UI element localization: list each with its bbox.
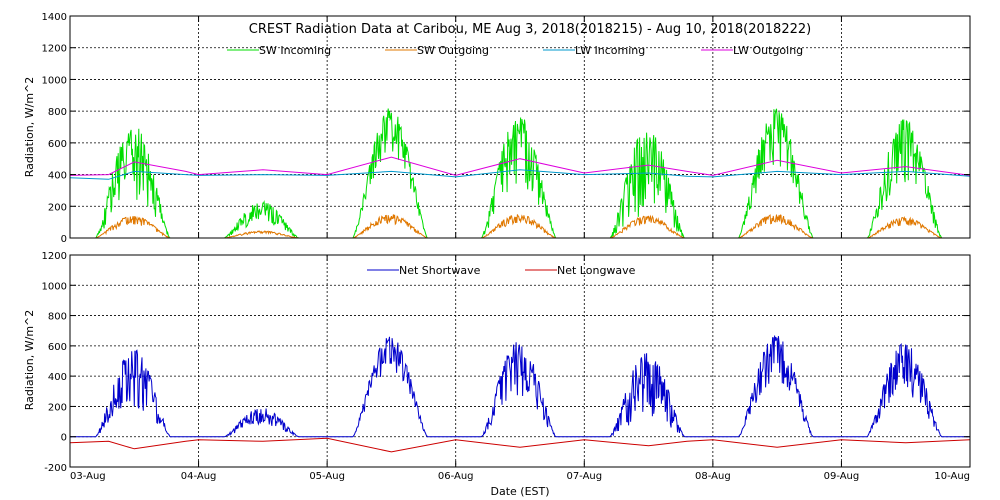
legend-label-lw-incoming: LW Incoming	[575, 44, 645, 57]
bottom-y-tick-label: 1200	[42, 251, 67, 262]
series-sw-outgoing-line	[70, 214, 970, 239]
bottom-y-ticks: -200 0 200 400 600 800 1000 1200	[42, 251, 970, 474]
series-lw-outgoing-line	[69, 156, 971, 176]
bottom-series	[69, 335, 971, 453]
x-tick-label: 05-Aug	[309, 471, 345, 482]
x-tick-label: 04-Aug	[181, 471, 217, 482]
bottom-x-ticks: 03-Aug 04-Aug 05-Aug 06-Aug 07-Aug 08-Aug 09-A…	[69, 255, 971, 482]
bottom-y-tick-label: 400	[48, 372, 67, 383]
x-tick-label: 06-Aug	[438, 471, 474, 482]
bottom-y-tick-label: -200	[44, 463, 67, 474]
bottom-y-tick-label: 600	[48, 342, 67, 353]
top-y-tick-label: 800	[48, 107, 67, 118]
bottom-y-axis-title: Radiation, W/m^2	[23, 310, 36, 411]
top-grid	[70, 16, 970, 238]
top-legend: SW Incoming SW Outgoing LW Incoming LW Outg…	[227, 44, 803, 57]
top-plot-frame	[69, 15, 971, 239]
top-y-tick-label: 1200	[42, 44, 67, 55]
series-net-shortwave-line	[70, 335, 970, 438]
bottom-panel: -200 0 200 400 600 800 1000 1200 03-Aug 04-Aug 05…	[23, 251, 971, 498]
bottom-y-tick-label: 200	[48, 402, 67, 413]
series-net-longwave-line	[69, 437, 971, 453]
bottom-legend: Net Shortwave Net Longwave	[367, 264, 636, 277]
top-y-ticks: 0 200 400 600 800 1000 1200 1400	[42, 12, 970, 245]
legend-label-sw-incoming: SW Incoming	[259, 44, 331, 57]
top-y-tick-label: 1400	[42, 12, 67, 23]
top-y-tick-label: 0	[61, 234, 67, 245]
bottom-plot-frame	[69, 254, 971, 468]
x-tick-label: 08-Aug	[695, 471, 731, 482]
top-panel: 0 200 400 600 800 1000 1200 1400 CREST Radiatio…	[23, 12, 971, 245]
legend-label-sw-outgoing: SW Outgoing	[417, 44, 489, 57]
x-tick-label: 10-Aug	[934, 471, 970, 482]
x-tick-label: 09-Aug	[824, 471, 860, 482]
x-tick-label: 07-Aug	[566, 471, 602, 482]
top-y-tick-label: 400	[48, 171, 67, 182]
top-series	[69, 108, 971, 239]
series-lw-incoming-line	[69, 169, 971, 180]
legend-label-net-shortwave: Net Shortwave	[399, 264, 481, 277]
chart-title: CREST Radiation Data at Caribou, ME Aug …	[249, 22, 811, 37]
bottom-y-tick-label: 800	[48, 312, 67, 323]
top-y-tick-label: 1000	[42, 75, 67, 86]
top-x-ticks	[69, 16, 971, 238]
legend-label-lw-outgoing: LW Outgoing	[733, 44, 803, 57]
x-axis-title: Date (EST)	[490, 485, 549, 498]
x-tick-label: 03-Aug	[70, 471, 106, 482]
legend-label-net-longwave: Net Longwave	[557, 264, 636, 277]
bottom-y-tick-label: 1000	[42, 281, 67, 292]
top-y-tick-label: 600	[48, 139, 67, 150]
top-y-tick-label: 200	[48, 202, 67, 213]
top-y-axis-title: Radiation, W/m^2	[23, 77, 36, 178]
bottom-y-tick-label: 0	[61, 433, 67, 444]
